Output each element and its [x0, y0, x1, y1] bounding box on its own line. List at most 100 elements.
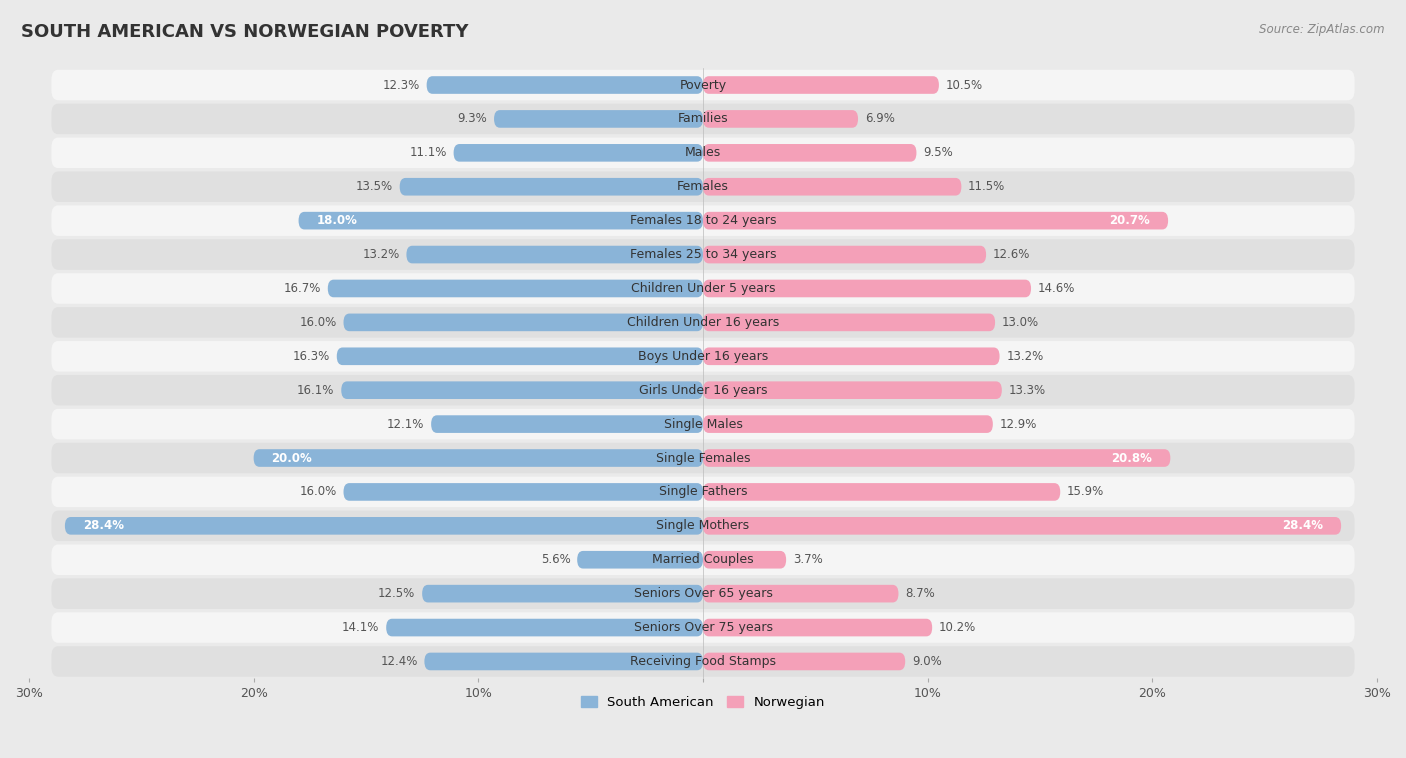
Text: 9.5%: 9.5%	[924, 146, 953, 159]
Text: Single Fathers: Single Fathers	[659, 485, 747, 499]
FancyBboxPatch shape	[406, 246, 703, 263]
FancyBboxPatch shape	[52, 240, 1354, 270]
FancyBboxPatch shape	[425, 653, 703, 670]
Text: 12.5%: 12.5%	[378, 587, 415, 600]
FancyBboxPatch shape	[578, 551, 703, 568]
Text: 16.7%: 16.7%	[284, 282, 321, 295]
Text: Females: Females	[678, 180, 728, 193]
Text: 6.9%: 6.9%	[865, 112, 894, 125]
Text: 12.4%: 12.4%	[380, 655, 418, 668]
Text: 15.9%: 15.9%	[1067, 485, 1104, 499]
FancyBboxPatch shape	[52, 544, 1354, 575]
FancyBboxPatch shape	[298, 211, 703, 230]
Text: 12.6%: 12.6%	[993, 248, 1031, 261]
FancyBboxPatch shape	[52, 205, 1354, 236]
Text: 28.4%: 28.4%	[1282, 519, 1323, 532]
FancyBboxPatch shape	[703, 415, 993, 433]
Text: 5.6%: 5.6%	[541, 553, 571, 566]
FancyBboxPatch shape	[703, 585, 898, 603]
FancyBboxPatch shape	[52, 375, 1354, 406]
Text: 13.3%: 13.3%	[1008, 384, 1046, 396]
FancyBboxPatch shape	[494, 110, 703, 128]
FancyBboxPatch shape	[703, 347, 1000, 365]
FancyBboxPatch shape	[52, 612, 1354, 643]
Text: 16.0%: 16.0%	[299, 316, 337, 329]
FancyBboxPatch shape	[52, 307, 1354, 337]
FancyBboxPatch shape	[343, 483, 703, 501]
FancyBboxPatch shape	[328, 280, 703, 297]
FancyBboxPatch shape	[703, 314, 995, 331]
FancyBboxPatch shape	[52, 511, 1354, 541]
Text: 13.2%: 13.2%	[363, 248, 399, 261]
FancyBboxPatch shape	[703, 381, 1002, 399]
Text: Married Couples: Married Couples	[652, 553, 754, 566]
Text: Males: Males	[685, 146, 721, 159]
Text: 12.1%: 12.1%	[387, 418, 425, 431]
Text: Source: ZipAtlas.com: Source: ZipAtlas.com	[1260, 23, 1385, 36]
Text: 3.7%: 3.7%	[793, 553, 823, 566]
FancyBboxPatch shape	[703, 619, 932, 637]
Text: 16.1%: 16.1%	[297, 384, 335, 396]
Text: Single Females: Single Females	[655, 452, 751, 465]
Text: 13.0%: 13.0%	[1002, 316, 1039, 329]
FancyBboxPatch shape	[253, 449, 703, 467]
Text: 16.3%: 16.3%	[292, 349, 330, 363]
FancyBboxPatch shape	[343, 314, 703, 331]
Text: Females 25 to 34 years: Females 25 to 34 years	[630, 248, 776, 261]
FancyBboxPatch shape	[703, 517, 1341, 534]
Text: 8.7%: 8.7%	[905, 587, 935, 600]
Text: 20.7%: 20.7%	[1109, 215, 1150, 227]
Text: Receiving Food Stamps: Receiving Food Stamps	[630, 655, 776, 668]
FancyBboxPatch shape	[703, 144, 917, 161]
FancyBboxPatch shape	[703, 280, 1031, 297]
Text: Boys Under 16 years: Boys Under 16 years	[638, 349, 768, 363]
FancyBboxPatch shape	[52, 578, 1354, 609]
Text: Females 18 to 24 years: Females 18 to 24 years	[630, 215, 776, 227]
FancyBboxPatch shape	[52, 477, 1354, 507]
FancyBboxPatch shape	[337, 347, 703, 365]
Text: 11.1%: 11.1%	[409, 146, 447, 159]
FancyBboxPatch shape	[426, 77, 703, 94]
FancyBboxPatch shape	[52, 647, 1354, 677]
Text: Seniors Over 65 years: Seniors Over 65 years	[634, 587, 772, 600]
Text: 28.4%: 28.4%	[83, 519, 124, 532]
FancyBboxPatch shape	[387, 619, 703, 637]
FancyBboxPatch shape	[703, 483, 1060, 501]
FancyBboxPatch shape	[432, 415, 703, 433]
Text: 10.5%: 10.5%	[946, 79, 983, 92]
FancyBboxPatch shape	[52, 70, 1354, 100]
FancyBboxPatch shape	[52, 409, 1354, 440]
FancyBboxPatch shape	[52, 443, 1354, 473]
Text: 20.8%: 20.8%	[1112, 452, 1153, 465]
Text: Single Males: Single Males	[664, 418, 742, 431]
Text: 20.0%: 20.0%	[271, 452, 312, 465]
Text: 9.3%: 9.3%	[457, 112, 488, 125]
Text: 9.0%: 9.0%	[912, 655, 942, 668]
FancyBboxPatch shape	[703, 211, 1168, 230]
Text: Children Under 5 years: Children Under 5 years	[631, 282, 775, 295]
Text: Girls Under 16 years: Girls Under 16 years	[638, 384, 768, 396]
FancyBboxPatch shape	[422, 585, 703, 603]
FancyBboxPatch shape	[52, 273, 1354, 304]
FancyBboxPatch shape	[703, 551, 786, 568]
Text: 12.9%: 12.9%	[1000, 418, 1038, 431]
FancyBboxPatch shape	[703, 77, 939, 94]
FancyBboxPatch shape	[52, 137, 1354, 168]
FancyBboxPatch shape	[703, 449, 1170, 467]
Text: 18.0%: 18.0%	[316, 215, 357, 227]
FancyBboxPatch shape	[52, 104, 1354, 134]
Text: SOUTH AMERICAN VS NORWEGIAN POVERTY: SOUTH AMERICAN VS NORWEGIAN POVERTY	[21, 23, 468, 41]
FancyBboxPatch shape	[703, 110, 858, 128]
Text: Families: Families	[678, 112, 728, 125]
Legend: South American, Norwegian: South American, Norwegian	[576, 691, 830, 715]
Text: 16.0%: 16.0%	[299, 485, 337, 499]
Text: Children Under 16 years: Children Under 16 years	[627, 316, 779, 329]
FancyBboxPatch shape	[52, 341, 1354, 371]
FancyBboxPatch shape	[703, 246, 986, 263]
Text: Poverty: Poverty	[679, 79, 727, 92]
FancyBboxPatch shape	[399, 178, 703, 196]
Text: 13.5%: 13.5%	[356, 180, 392, 193]
FancyBboxPatch shape	[703, 653, 905, 670]
Text: Single Mothers: Single Mothers	[657, 519, 749, 532]
Text: 12.3%: 12.3%	[382, 79, 420, 92]
